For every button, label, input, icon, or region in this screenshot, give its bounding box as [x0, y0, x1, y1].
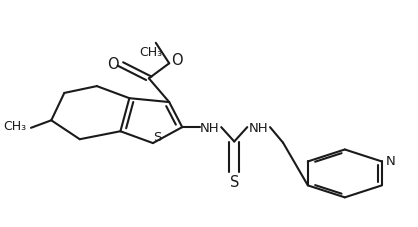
Text: N: N: [386, 154, 395, 167]
Text: CH₃: CH₃: [3, 119, 26, 133]
Text: O: O: [171, 53, 182, 68]
Text: O: O: [107, 57, 119, 72]
Text: NH: NH: [249, 121, 268, 134]
Text: S: S: [153, 131, 161, 144]
Text: S: S: [229, 174, 239, 189]
Text: CH₃: CH₃: [139, 46, 163, 59]
Text: NH: NH: [200, 121, 220, 134]
